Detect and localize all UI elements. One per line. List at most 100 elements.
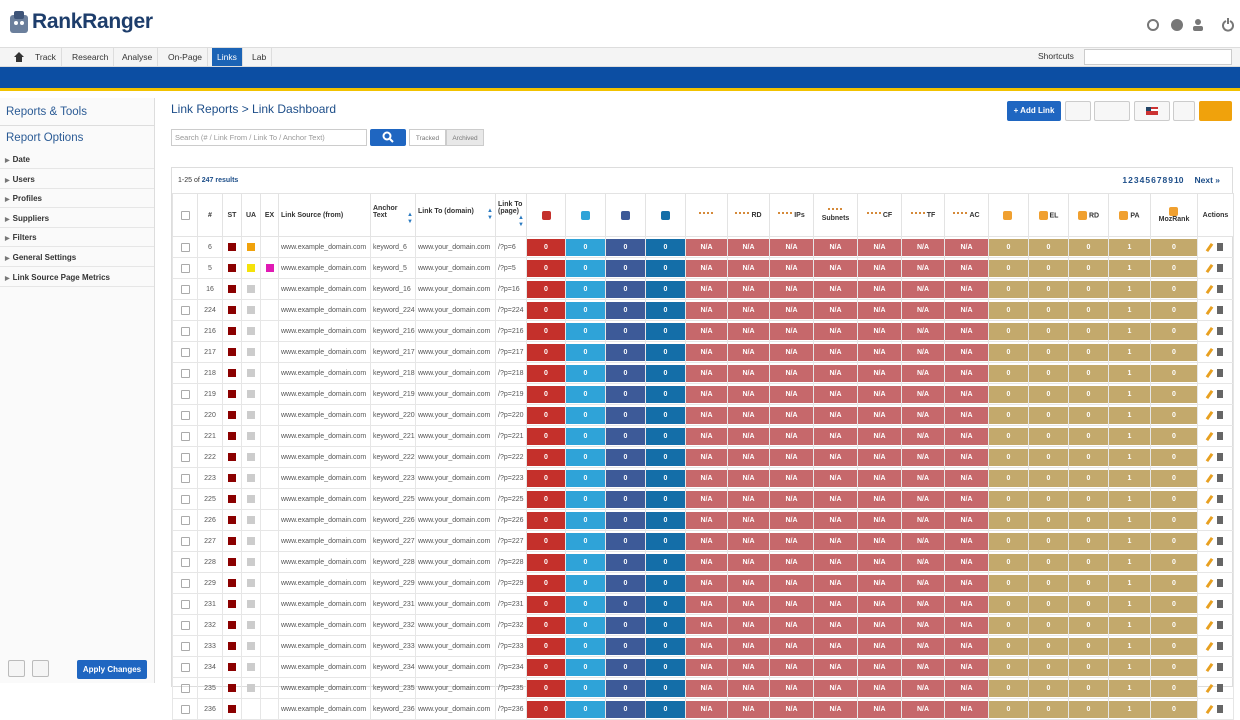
sidebar-item[interactable]: ▶Suppliers xyxy=(0,209,154,228)
sidebar-item[interactable]: ▶Link Source Page Metrics xyxy=(0,268,154,287)
checkbox[interactable] xyxy=(181,327,190,336)
delete-icon[interactable] xyxy=(1217,453,1223,461)
checkbox[interactable] xyxy=(181,243,190,252)
checkbox[interactable] xyxy=(181,453,190,462)
edit-icon[interactable] xyxy=(1206,305,1214,314)
delete-icon[interactable] xyxy=(1217,285,1223,293)
checkbox[interactable] xyxy=(181,516,190,525)
delete-icon[interactable] xyxy=(1217,663,1223,671)
checkbox[interactable] xyxy=(181,285,190,294)
delete-icon[interactable] xyxy=(1217,558,1223,566)
delete-icon[interactable] xyxy=(1217,642,1223,650)
checkbox[interactable] xyxy=(181,411,190,420)
edit-icon[interactable] xyxy=(1206,347,1214,356)
edit-icon[interactable] xyxy=(1206,641,1214,650)
checkbox[interactable] xyxy=(181,474,190,483)
edit-icon[interactable] xyxy=(1206,326,1214,335)
nav-tab[interactable]: Analyse xyxy=(117,48,158,66)
nav-tab[interactable]: Research xyxy=(67,48,114,66)
page-link[interactable]: 5 xyxy=(1145,175,1150,185)
nav-tab[interactable]: Lab xyxy=(247,48,272,66)
delete-icon[interactable] xyxy=(1217,243,1223,251)
page-link[interactable]: 6 xyxy=(1151,175,1156,185)
checkbox[interactable] xyxy=(181,537,190,546)
edit-icon[interactable] xyxy=(1206,599,1214,608)
page-link[interactable]: 7 xyxy=(1157,175,1162,185)
page-link[interactable]: 1 xyxy=(1122,175,1127,185)
add-link-button[interactable]: + Add Link xyxy=(1007,101,1061,121)
search-input[interactable]: Search (# / Link From / Link To / Anchor… xyxy=(171,129,367,146)
edit-icon[interactable] xyxy=(1206,578,1214,587)
delete-icon[interactable] xyxy=(1217,621,1223,629)
edit-icon[interactable] xyxy=(1206,410,1214,419)
settings-button[interactable] xyxy=(1199,101,1232,121)
search-button[interactable] xyxy=(370,129,406,146)
refresh-button[interactable] xyxy=(8,660,25,677)
checkbox[interactable] xyxy=(181,663,190,672)
page-link[interactable]: 9 xyxy=(1168,175,1173,185)
edit-icon[interactable] xyxy=(1206,473,1214,482)
edit-icon[interactable] xyxy=(1206,536,1214,545)
nav-tab[interactable]: On-Page xyxy=(163,48,208,66)
checkbox[interactable] xyxy=(181,369,190,378)
checkbox[interactable] xyxy=(181,558,190,567)
sidebar-item[interactable]: ▶General Settings xyxy=(0,248,154,267)
report-options[interactable]: Report Options xyxy=(6,132,83,144)
edit-icon[interactable] xyxy=(1206,662,1214,671)
sidebar-item[interactable]: ▶Date xyxy=(0,150,154,169)
delete-icon[interactable] xyxy=(1217,684,1223,692)
apply-button[interactable]: Apply Changes xyxy=(77,660,147,679)
edit-icon[interactable] xyxy=(1206,620,1214,629)
page-link[interactable]: 8 xyxy=(1163,175,1168,185)
filter-button[interactable] xyxy=(1094,101,1130,121)
header-icons[interactable] xyxy=(1146,18,1234,32)
delete-icon[interactable] xyxy=(1217,705,1223,713)
save-button[interactable] xyxy=(32,660,49,677)
checkbox[interactable] xyxy=(181,432,190,441)
delete-icon[interactable] xyxy=(1217,411,1223,419)
checkbox[interactable] xyxy=(181,642,190,651)
delete-icon[interactable] xyxy=(1217,306,1223,314)
checkbox[interactable] xyxy=(181,306,190,315)
home-icon[interactable] xyxy=(14,52,24,62)
checkbox[interactable] xyxy=(181,264,190,273)
edit-icon[interactable] xyxy=(1206,284,1214,293)
edit-icon[interactable] xyxy=(1206,431,1214,440)
edit-icon[interactable] xyxy=(1206,494,1214,503)
delete-icon[interactable] xyxy=(1217,390,1223,398)
page-link[interactable]: 3 xyxy=(1134,175,1139,185)
delete-icon[interactable] xyxy=(1217,600,1223,608)
next-link[interactable]: Next » xyxy=(1194,175,1220,185)
reports-tools[interactable]: Reports & Tools xyxy=(6,106,87,118)
page-link[interactable]: 2 xyxy=(1128,175,1133,185)
page-link[interactable]: 10 xyxy=(1174,175,1183,185)
logo[interactable]: RankRanger xyxy=(32,10,153,34)
shortcuts-select[interactable] xyxy=(1084,49,1232,65)
delete-icon[interactable] xyxy=(1217,495,1223,503)
checkbox[interactable] xyxy=(181,684,190,693)
edit-icon[interactable] xyxy=(1206,704,1214,713)
checkbox[interactable] xyxy=(181,390,190,399)
edit-icon[interactable] xyxy=(1206,452,1214,461)
edit-icon[interactable] xyxy=(1206,263,1214,272)
delete-icon[interactable] xyxy=(1217,369,1223,377)
sidebar-item[interactable]: ▶Profiles xyxy=(0,189,154,208)
flag-button[interactable] xyxy=(1134,101,1170,121)
sidebar-item[interactable]: ▶Users xyxy=(0,170,154,189)
checkbox[interactable] xyxy=(181,211,190,220)
edit-icon[interactable] xyxy=(1206,389,1214,398)
page-link[interactable]: 4 xyxy=(1140,175,1145,185)
edit-icon[interactable] xyxy=(1206,557,1214,566)
print-button[interactable] xyxy=(1065,101,1091,121)
toggle-option[interactable]: Tracked xyxy=(409,129,446,146)
checkbox[interactable] xyxy=(181,705,190,714)
edit-icon[interactable] xyxy=(1206,368,1214,377)
edit-icon[interactable] xyxy=(1206,515,1214,524)
delete-icon[interactable] xyxy=(1217,264,1223,272)
delete-icon[interactable] xyxy=(1217,537,1223,545)
checkbox[interactable] xyxy=(181,621,190,630)
delete-icon[interactable] xyxy=(1217,348,1223,356)
nav-tab[interactable]: Track xyxy=(30,48,62,66)
edit-icon[interactable] xyxy=(1206,683,1214,692)
checkbox[interactable] xyxy=(181,495,190,504)
